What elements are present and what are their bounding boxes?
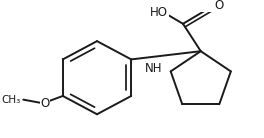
- Text: HO: HO: [150, 6, 168, 19]
- Text: O: O: [40, 97, 50, 110]
- Text: NH: NH: [145, 62, 162, 75]
- Text: O: O: [214, 0, 223, 12]
- Text: CH₃: CH₃: [2, 95, 21, 105]
